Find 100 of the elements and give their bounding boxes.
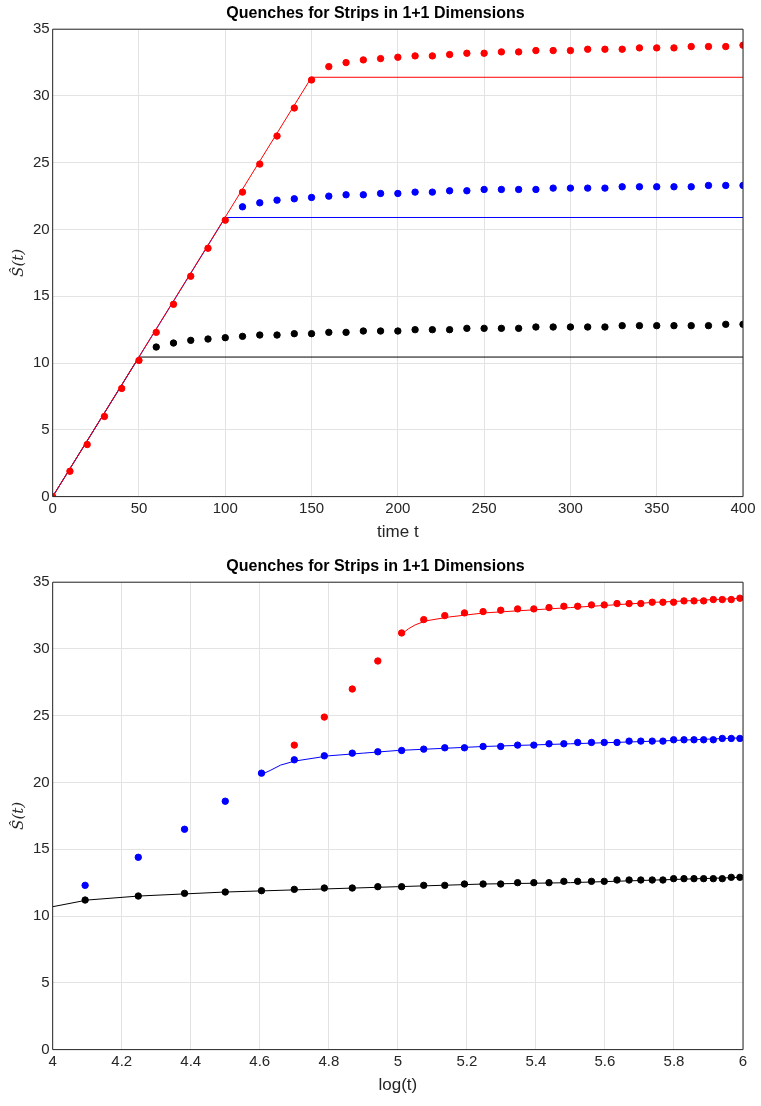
x-tick-label: 400	[730, 498, 756, 516]
point	[549, 184, 557, 192]
point	[463, 49, 471, 57]
point	[687, 321, 695, 330]
x-tick-label: 200	[385, 498, 411, 516]
point	[480, 49, 488, 57]
point	[445, 50, 454, 59]
point	[530, 878, 538, 887]
point	[397, 746, 406, 755]
point	[601, 45, 609, 53]
point	[394, 53, 402, 61]
point	[600, 877, 608, 886]
point	[566, 184, 575, 192]
point	[118, 384, 126, 393]
point	[648, 876, 656, 884]
point	[497, 48, 506, 56]
point	[601, 184, 609, 192]
point	[670, 44, 678, 52]
point	[637, 876, 645, 884]
point	[290, 329, 298, 338]
x-tick-label: 5.8	[663, 1051, 685, 1069]
point	[497, 606, 505, 614]
y-tick-label: 20	[33, 219, 50, 237]
x-axis-title: log(t)	[378, 1075, 418, 1095]
point	[256, 331, 264, 339]
point	[532, 323, 540, 331]
point	[637, 737, 645, 745]
point	[566, 323, 575, 331]
point	[420, 615, 428, 624]
point	[618, 45, 626, 53]
point	[727, 734, 735, 743]
point	[653, 44, 661, 52]
point	[204, 244, 212, 252]
point	[680, 874, 688, 883]
point	[238, 332, 247, 341]
point	[221, 333, 229, 342]
y-tick-label: 35	[33, 572, 50, 590]
point	[709, 736, 718, 744]
point	[325, 328, 333, 337]
point	[325, 192, 333, 200]
point	[613, 876, 621, 884]
point	[359, 191, 368, 199]
y-tick-label: 25	[33, 152, 50, 170]
y-tick-label: 15	[33, 286, 50, 304]
point	[687, 42, 695, 51]
point	[348, 884, 356, 892]
x-tick-label: 4.4	[180, 1051, 202, 1069]
x-tick-label: 5.6	[594, 1051, 616, 1069]
point	[152, 343, 160, 351]
point	[718, 874, 726, 883]
point	[204, 335, 212, 343]
point	[601, 323, 609, 331]
point	[583, 323, 592, 331]
point	[428, 52, 437, 60]
point	[699, 736, 708, 744]
point	[411, 52, 419, 60]
point	[441, 611, 449, 620]
point	[273, 132, 281, 140]
point	[320, 713, 329, 721]
point	[479, 742, 487, 751]
point	[670, 183, 678, 191]
x-tick-label: 100	[212, 498, 238, 516]
point	[583, 184, 592, 192]
point	[637, 599, 645, 608]
point	[463, 187, 471, 195]
point	[727, 873, 735, 882]
y-tick-label: 0	[41, 1039, 50, 1057]
y-tick-label: 15	[33, 839, 50, 857]
point	[428, 188, 437, 196]
point	[66, 467, 74, 475]
point	[690, 736, 698, 744]
point	[238, 203, 247, 211]
chart-title: Quenches for Strips in 1+1 Dimensions	[226, 557, 525, 575]
point	[532, 46, 540, 55]
point	[394, 189, 402, 198]
point	[180, 889, 189, 898]
point	[238, 188, 247, 196]
point	[722, 42, 730, 51]
point	[722, 181, 730, 190]
x-tick-label: 300	[557, 498, 583, 516]
point	[83, 440, 91, 449]
point	[635, 183, 644, 191]
point	[480, 185, 488, 194]
point	[257, 769, 266, 777]
point	[566, 46, 575, 55]
point	[307, 193, 316, 202]
point	[273, 196, 281, 204]
x-tick-label: 4.2	[111, 1051, 133, 1069]
y-tick-label: 10	[33, 906, 50, 924]
y-tick-label: 25	[33, 705, 50, 723]
point	[460, 744, 469, 752]
point	[736, 594, 743, 602]
x-tick-label: 350	[644, 498, 670, 516]
point	[460, 609, 469, 617]
point	[560, 740, 568, 748]
x-tick-label: 250	[471, 498, 497, 516]
point	[709, 595, 718, 604]
point	[479, 880, 487, 888]
point	[374, 882, 382, 891]
point	[736, 734, 743, 743]
